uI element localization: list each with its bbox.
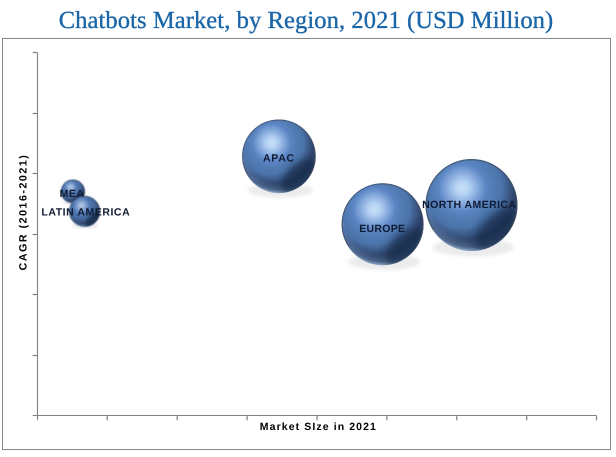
svg-text:CAGR (2016-2021): CAGR (2016-2021) — [17, 154, 29, 271]
svg-text:Chatbots Market, by Region, 20: Chatbots Market, by Region, 2021 (USD Mi… — [59, 7, 554, 34]
svg-text:LATIN AMERICA: LATIN AMERICA — [41, 206, 130, 218]
svg-text:MEA: MEA — [60, 188, 85, 200]
svg-text:Market SIze in 2021: Market SIze in 2021 — [260, 421, 377, 433]
svg-text:NORTH AMERICA: NORTH AMERICA — [422, 199, 516, 211]
svg-text:EUROPE: EUROPE — [359, 223, 405, 235]
svg-text:APAC: APAC — [263, 153, 295, 165]
